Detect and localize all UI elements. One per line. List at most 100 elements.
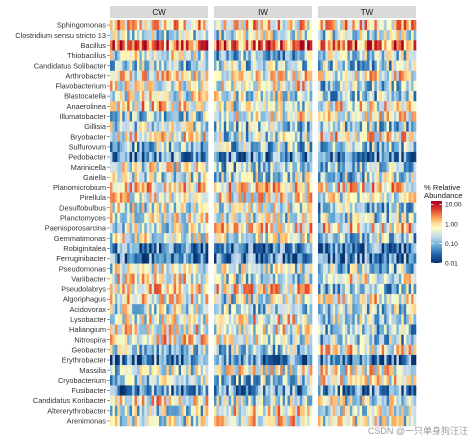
heatmap-cell	[391, 162, 395, 173]
heatmap-cell	[327, 314, 331, 325]
heatmap-cell	[325, 354, 329, 366]
heatmap-cell	[411, 50, 414, 61]
heatmap-cell	[354, 101, 358, 112]
heatmap-cell	[260, 365, 264, 376]
heatmap-cell	[161, 283, 165, 295]
heatmap-cell	[272, 121, 276, 132]
heatmap-cell	[287, 263, 291, 275]
heatmap-cell	[401, 283, 405, 295]
heatmap-cell	[371, 233, 375, 244]
heatmap-cell	[376, 344, 380, 356]
row-label: Illumatobacter	[60, 112, 107, 121]
heatmap-cell	[398, 131, 402, 143]
heatmap-cell	[200, 40, 204, 51]
heatmap-cell	[282, 375, 286, 386]
heatmap-cell	[275, 294, 278, 305]
heatmap-cell	[367, 354, 370, 366]
heatmap-cell	[136, 60, 140, 72]
heatmap-cell	[221, 263, 225, 275]
heatmap-cell	[181, 192, 184, 203]
heatmap-cell	[287, 131, 291, 143]
heatmap-cell	[112, 243, 116, 254]
heatmap-cell	[354, 111, 358, 122]
heatmap-cell	[307, 415, 310, 427]
heatmap-cell	[195, 294, 199, 305]
heatmap-cell	[117, 30, 121, 41]
heatmap-cell	[228, 20, 232, 31]
heatmap-cell	[374, 40, 378, 51]
heatmap-cell	[255, 263, 259, 275]
heatmap-cell	[221, 324, 225, 335]
heatmap-cell	[354, 50, 358, 61]
heatmap-cell	[408, 182, 412, 193]
heatmap-cell	[396, 243, 400, 254]
heatmap-cell	[275, 415, 278, 427]
heatmap-cell	[396, 212, 400, 224]
heatmap-cell	[275, 131, 278, 143]
heatmap-cell	[159, 101, 162, 112]
heatmap-cell	[413, 162, 417, 173]
heatmap-cell	[307, 101, 310, 112]
heatmap-cell	[203, 263, 206, 275]
heatmap-cell	[240, 182, 244, 193]
heatmap-cell	[144, 131, 148, 143]
heatmap-cell	[379, 151, 382, 163]
heatmap-cell	[245, 415, 249, 427]
heatmap-cell	[307, 141, 310, 153]
heatmap-cell	[396, 80, 400, 92]
heatmap-cell	[166, 283, 170, 295]
heatmap-cell	[292, 405, 296, 417]
heatmap-cell	[379, 172, 382, 183]
heatmap-cell	[289, 131, 293, 143]
heatmap-cell	[136, 415, 140, 427]
heatmap-cell	[176, 20, 179, 31]
heatmap-cell	[332, 91, 336, 102]
heatmap-cell	[231, 354, 234, 366]
heatmap-cell	[403, 182, 407, 193]
heatmap-cell	[218, 365, 222, 376]
heatmap-cell	[173, 141, 177, 153]
heatmap-cell	[327, 91, 331, 102]
heatmap-cell	[168, 395, 172, 406]
heatmap-cell	[255, 223, 259, 234]
heatmap-cell	[154, 212, 157, 224]
heatmap-cell	[393, 162, 397, 173]
heatmap-cell	[144, 375, 148, 386]
heatmap-cell	[322, 294, 326, 305]
heatmap-cell	[413, 304, 417, 315]
heatmap-cell	[389, 283, 392, 295]
heatmap-cell	[226, 415, 229, 427]
heatmap-cell	[287, 70, 291, 82]
heatmap-cell	[354, 141, 358, 153]
heatmap-cell	[263, 385, 266, 396]
heatmap-cell	[265, 162, 269, 173]
heatmap-cell	[337, 354, 341, 366]
heatmap-cell	[122, 314, 125, 325]
heatmap-cell	[401, 131, 405, 143]
heatmap-cell	[287, 334, 291, 346]
heatmap-cell	[253, 131, 256, 143]
heatmap-cell	[185, 101, 189, 112]
heatmap-cell	[272, 344, 276, 356]
heatmap-cell	[231, 253, 234, 264]
heatmap-cell	[374, 415, 378, 427]
heatmap-cell	[181, 344, 184, 356]
heatmap-cell	[352, 365, 356, 376]
heatmap-cell	[367, 375, 370, 386]
heatmap-cell	[178, 172, 182, 183]
heatmap-cell	[216, 263, 220, 275]
heatmap-cell	[258, 324, 261, 335]
heatmap-cell	[250, 131, 254, 143]
heatmap-cell	[243, 405, 247, 417]
heatmap-cell	[240, 70, 244, 82]
heatmap-cell	[342, 233, 346, 244]
heatmap-cell	[114, 304, 118, 315]
heatmap-cell	[389, 80, 392, 92]
heatmap-cell	[369, 375, 373, 386]
heatmap-cell	[325, 273, 329, 285]
heatmap-cell	[393, 354, 397, 366]
heatmap-cell	[285, 233, 288, 244]
heatmap-cell	[371, 324, 375, 335]
heatmap-cell	[287, 344, 291, 356]
heatmap-cell	[226, 192, 229, 203]
